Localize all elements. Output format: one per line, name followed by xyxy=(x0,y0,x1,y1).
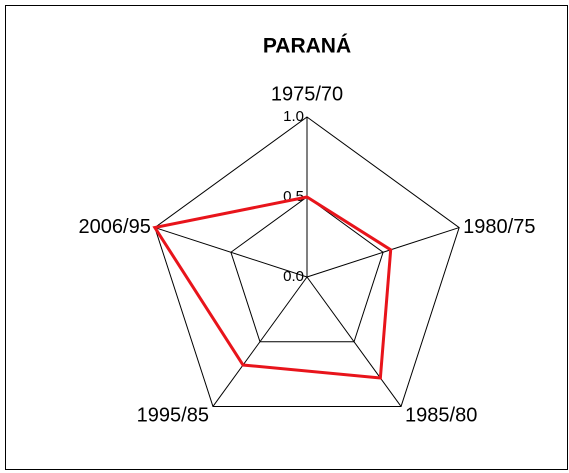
tick-label: 1.0 xyxy=(283,108,304,125)
category-label: 1975/70 xyxy=(271,83,343,105)
grid-ring xyxy=(230,196,384,343)
tick-label: 0.0 xyxy=(283,268,304,285)
spoke xyxy=(306,276,402,407)
spoke xyxy=(154,227,308,278)
grid-ring xyxy=(154,116,460,407)
series-line xyxy=(152,195,393,380)
chart-border xyxy=(5,5,568,470)
spoke xyxy=(306,227,460,278)
category-label: 1995/85 xyxy=(137,405,209,427)
category-label: 1985/80 xyxy=(405,405,477,427)
chart-title: PARANÁ xyxy=(263,35,351,58)
spoke xyxy=(212,276,308,407)
category-label: 2006/95 xyxy=(79,216,151,238)
category-label: 1980/75 xyxy=(463,216,535,238)
